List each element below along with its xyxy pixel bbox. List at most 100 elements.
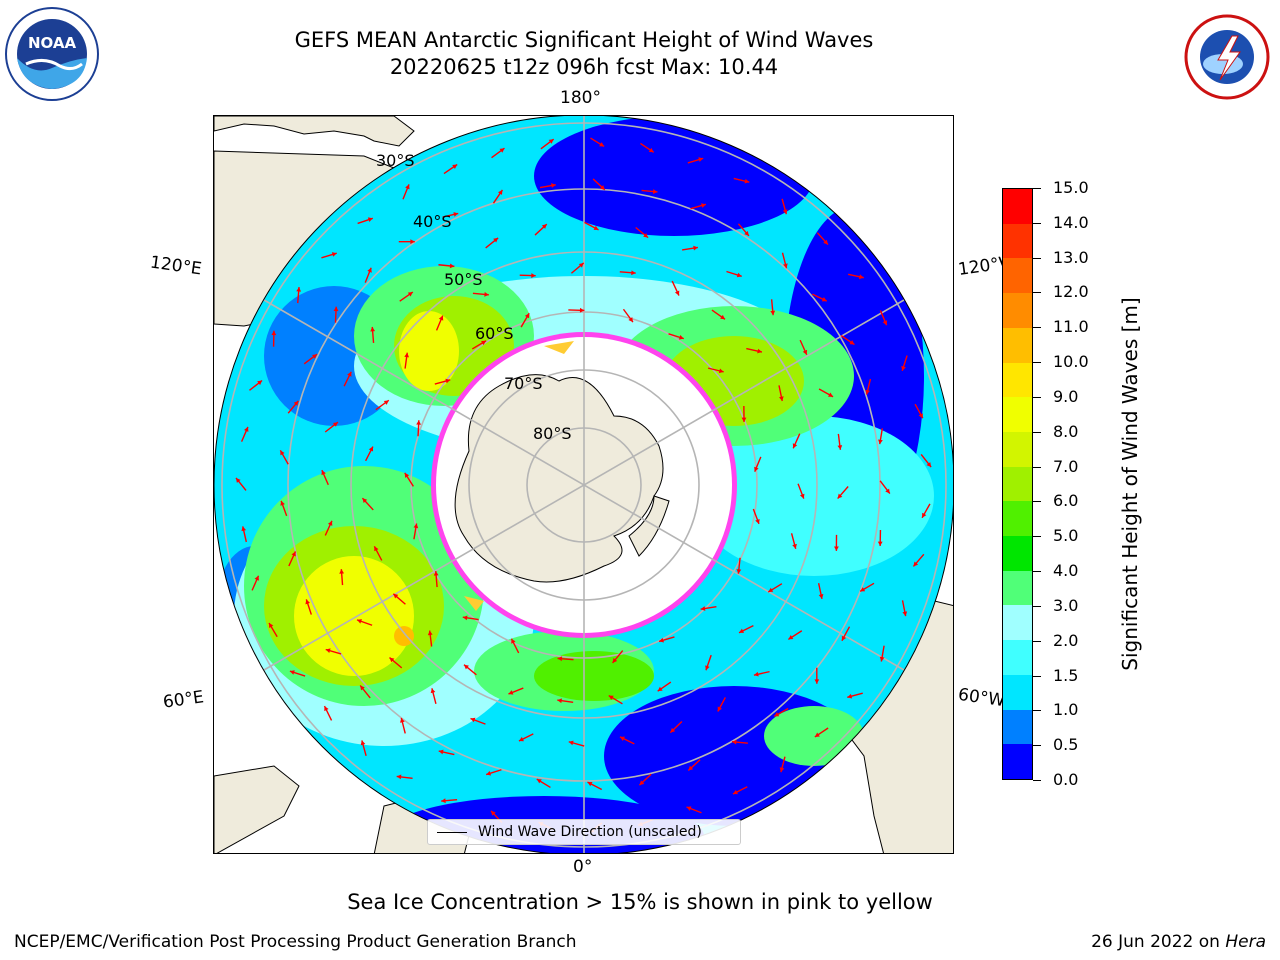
colorbar-segment: [1003, 536, 1032, 571]
wave-direction-arrowhead: [347, 371, 352, 377]
wave-direction-arrowhead: [639, 780, 645, 786]
wave-direction-arrowhead: [901, 365, 906, 371]
wave-direction-arrowhead: [648, 147, 654, 153]
wave-direction-arrowhead: [902, 611, 908, 617]
wave-direction-arrowhead: [814, 679, 820, 684]
wave-direction-arrowhead: [241, 526, 247, 532]
colorbar-segment: [1003, 709, 1032, 745]
wave-direction-arrowhead: [368, 446, 374, 452]
wave-direction-arrowhead: [652, 189, 658, 194]
wave-direction-arrowhead: [739, 628, 745, 633]
wave-direction-arrowhead: [271, 330, 277, 336]
wave-direction-arrowhead: [453, 212, 459, 217]
wave-direction-arrowhead: [438, 315, 444, 321]
colorbar-tick: [1033, 188, 1041, 189]
wave-direction-arrowhead: [770, 310, 776, 316]
wave-direction-arrowhead: [321, 470, 326, 476]
wave-direction-arrowhead: [362, 498, 368, 504]
wave-direction-arrowhead: [410, 239, 415, 245]
wave-direction-arrowhead: [753, 671, 759, 677]
wave-direction-arrowhead: [531, 273, 536, 278]
wave-direction-arrowhead: [430, 688, 436, 694]
wave-direction-arrowhead: [741, 417, 747, 422]
wave-direction-arrowhead: [693, 245, 698, 251]
wave-direction-arrowhead: [717, 706, 722, 712]
wave-direction-arrowhead: [757, 348, 762, 354]
wave-direction-arrowhead: [926, 462, 932, 468]
colorbar-label: Significant Height of Wind Waves [m]: [1118, 297, 1142, 671]
colorbar-tick: [1033, 327, 1041, 329]
wave-direction-arrowhead: [427, 630, 433, 636]
wave-direction-arrowhead: [280, 500, 285, 506]
wave-direction-arrowhead: [404, 472, 410, 478]
wave-direction-arrowhead: [383, 400, 389, 405]
wave-direction-arrowhead: [599, 142, 605, 147]
wave-direction-arrowhead: [720, 314, 726, 320]
colorbar-tick: [1033, 501, 1041, 503]
colorbar-tick-label: 1.0: [1053, 700, 1079, 720]
colorbar-tick-label: 0.5: [1053, 735, 1079, 755]
wave-direction-arrowhead: [698, 157, 704, 162]
noaa-logo: NOAA: [5, 7, 99, 101]
nws-logo: [1184, 14, 1270, 100]
footer-date-text: 26 Jun 2022 on: [1091, 932, 1226, 952]
colorbar-tick: [1033, 780, 1041, 781]
colorbar-tick: [1033, 640, 1041, 642]
wind-wave-direction-arrows: [235, 137, 932, 834]
colorbar-segment: [1003, 397, 1032, 432]
wave-direction-arrowhead: [659, 637, 664, 643]
colorbar-tick-label: 9.0: [1053, 386, 1079, 406]
wave-direction-arrowhead: [327, 520, 333, 526]
wave-direction-arrowhead: [486, 770, 492, 776]
wave-direction-arrowhead: [736, 272, 742, 278]
map-legend: Wind Wave Direction (unscaled): [427, 819, 741, 845]
wave-direction-arrowhead: [744, 178, 750, 184]
wave-direction-arrowhead: [657, 686, 663, 692]
wave-direction-arrowhead: [778, 396, 784, 402]
wave-direction-arrowhead: [849, 340, 855, 345]
wave-direction-arrowhead: [579, 307, 585, 313]
wave-direction-arrowhead: [541, 224, 547, 229]
wave-direction-arrowhead: [774, 712, 780, 717]
wave-direction-arrowhead: [536, 779, 542, 784]
wave-direction-arrowhead: [339, 569, 345, 574]
wave-direction-arrowhead: [913, 561, 919, 567]
wave-direction-arrowhead: [828, 392, 834, 397]
wave-direction-arrowhead: [768, 587, 774, 593]
wave-direction-arrowhead: [280, 450, 285, 456]
wave-direction-arrowhead: [847, 693, 853, 699]
wave-direction-arrowhead: [289, 670, 295, 675]
colorbar-tick-label: 5.0: [1053, 526, 1079, 546]
wave-direction-arrowhead: [470, 717, 476, 723]
colorbar-segment: [1003, 501, 1032, 537]
wave-direction-arrowhead: [293, 400, 299, 406]
colorbar-tick-label: 4.0: [1053, 561, 1079, 581]
wave-direction-arrowhead: [718, 368, 724, 374]
wave-direction-arrowhead: [557, 698, 562, 704]
wave-direction-arrowhead: [670, 727, 676, 733]
wave-direction-arrowhead: [481, 340, 487, 346]
chart-title: GEFS MEAN Antarctic Significant Height o…: [294, 28, 874, 52]
wave-direction-arrowhead: [744, 231, 749, 236]
colorbar-tick-label: 15.0: [1053, 178, 1089, 197]
wave-direction-arrowhead: [393, 593, 399, 599]
wave-direction-arrowhead: [814, 732, 820, 737]
wave-direction-arrowhead: [782, 209, 788, 215]
wave-direction-arrowhead: [783, 263, 788, 269]
chart-subtitle: 20220625 t12z 096h fcst Max: 10.44: [389, 55, 779, 79]
wave-direction-arrowhead: [918, 413, 923, 419]
wave-direction-arrowhead: [400, 717, 405, 723]
colorbar-tick: [1033, 431, 1041, 433]
wave-direction-arrowhead: [441, 798, 446, 804]
wave-direction-arrowhead: [291, 551, 296, 557]
wave-direction-arrowhead: [312, 354, 318, 359]
colorbar-tick-label: 12.0: [1053, 282, 1089, 302]
colorbar-segment: [1003, 674, 1032, 710]
colorbar-segment: [1003, 605, 1032, 641]
wave-direction-arrowhead: [860, 587, 866, 592]
wave-direction-arrowhead: [631, 270, 636, 276]
wave-direction-arrowhead: [367, 267, 372, 273]
wave-direction-arrowhead: [837, 493, 843, 499]
wave-direction-arrowhead: [389, 657, 395, 663]
wave-direction-arrowhead: [360, 740, 366, 746]
